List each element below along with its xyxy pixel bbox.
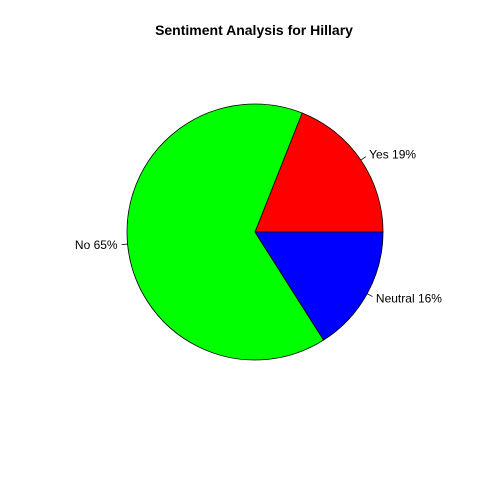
pie-slices [126, 103, 384, 361]
pie-label-tick-no [121, 243, 128, 246]
pie-label-no: No 65% [75, 238, 118, 252]
pie-label-tick-yes [360, 156, 367, 161]
pie-label-tick-neutral [366, 293, 373, 297]
pie-label-neutral: Neutral 16% [376, 291, 442, 305]
pie-labels: Yes 19% No 65% Neutral 16% [75, 147, 442, 305]
chart-title: Sentiment Analysis for Hillary [155, 22, 353, 38]
pie-slice-yes [254, 112, 384, 233]
pie-label-yes: Yes 19% [369, 147, 416, 161]
